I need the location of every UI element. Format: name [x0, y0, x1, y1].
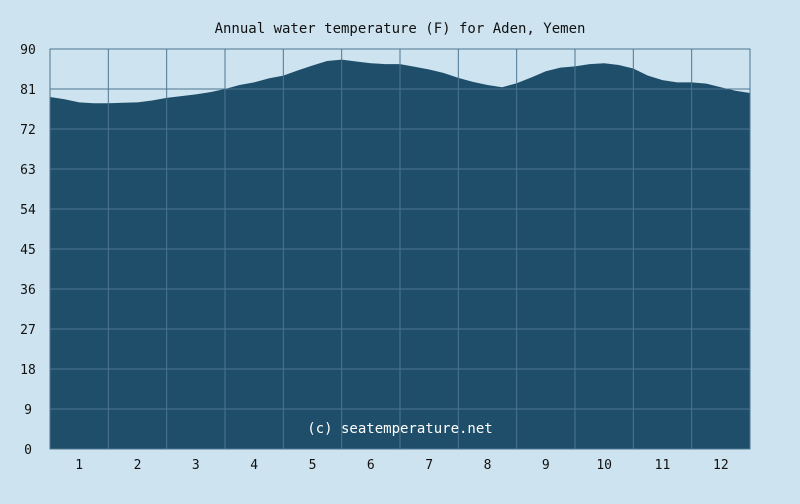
y-tick-label: 54 [20, 203, 36, 218]
x-tick-label: 1 [75, 458, 83, 473]
x-tick-label: 9 [542, 458, 550, 473]
x-tick-label: 12 [713, 458, 729, 473]
y-tick-label: 27 [20, 323, 36, 338]
y-tick-label: 63 [20, 163, 36, 178]
y-axis-ticks: 0 9 18 27 36 45 54 63 72 81 90 [20, 43, 36, 458]
watermark-text: (c) seatemperature.net [307, 421, 492, 437]
plot-border [49, 48, 751, 450]
y-tick-label: 18 [20, 363, 36, 378]
x-tick-label: 5 [309, 458, 317, 473]
x-tick-label: 2 [134, 458, 142, 473]
x-tick-label: 3 [192, 458, 200, 473]
y-tick-label: 45 [20, 243, 36, 258]
x-tick-label: 7 [425, 458, 433, 473]
x-tick-label: 4 [250, 458, 258, 473]
x-tick-label: 8 [484, 458, 492, 473]
chart-title: Annual water temperature (F) for Aden, Y… [215, 21, 586, 37]
x-tick-label: 11 [655, 458, 671, 473]
y-tick-label: 36 [20, 283, 36, 298]
y-tick-label: 72 [20, 123, 36, 138]
x-axis-ticks: 1 2 3 4 5 6 7 8 9 10 11 12 [75, 458, 728, 473]
y-tick-label: 90 [20, 43, 36, 58]
x-tick-label: 10 [596, 458, 612, 473]
y-tick-label: 0 [24, 443, 32, 458]
y-tick-label: 81 [20, 83, 36, 98]
gridlines [50, 49, 750, 449]
x-tick-label: 6 [367, 458, 375, 473]
y-tick-label: 9 [24, 403, 32, 418]
